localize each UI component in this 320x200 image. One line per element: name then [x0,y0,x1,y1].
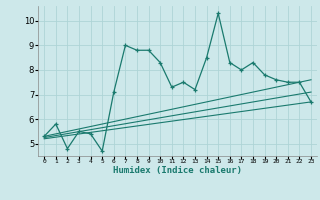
X-axis label: Humidex (Indice chaleur): Humidex (Indice chaleur) [113,166,242,175]
